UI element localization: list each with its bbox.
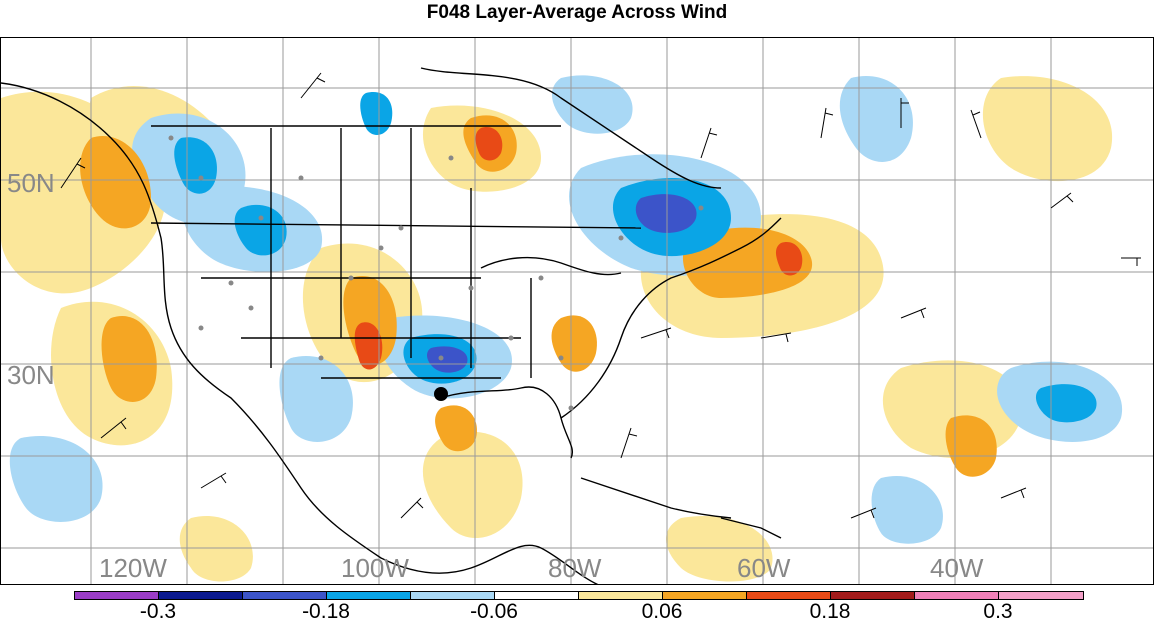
graticule [1, 38, 1153, 584]
colorbar-segment [915, 592, 999, 599]
colorbar-segment [159, 592, 243, 599]
lon-label-120w: 120W [99, 553, 167, 583]
map-canvas [1, 38, 1153, 584]
colorbar-label: -0.3 [139, 600, 177, 623]
colorbar-label: 0.3 [983, 600, 1013, 623]
contour-fills [1, 75, 1123, 582]
colorbar-segment [579, 592, 663, 599]
chart-title: F048 Layer-Average Across Wind [426, 2, 728, 23]
observation-station-marker [434, 387, 448, 401]
colorbar-segment [747, 592, 831, 599]
lon-label-100w: 100W [341, 553, 409, 583]
lon-label-60w: 60W [737, 553, 791, 583]
colorbar-segment [663, 592, 747, 599]
colorbar-label: 0.06 [641, 600, 683, 623]
colorbar-segment [411, 592, 495, 599]
colorbar-segment [831, 592, 915, 599]
colorbar-segment [75, 592, 159, 599]
lon-label-80w: 80W [548, 553, 602, 583]
coastlines-and-borders [1, 67, 782, 584]
map-panel: 50N 30N [0, 37, 1154, 585]
colorbar-label: 0.18 [809, 600, 851, 623]
colorbar-label: -0.18 [302, 600, 350, 623]
colorbar-segment [327, 592, 411, 599]
station-dots [168, 135, 704, 411]
lat-label-50n: 50N [7, 168, 55, 198]
colorbar-segment [999, 592, 1083, 599]
colorbar-segment [495, 592, 579, 599]
colorbar-label: -0.06 [470, 600, 518, 623]
colorbar [74, 591, 1084, 600]
lon-label-40w: 40W [930, 553, 984, 583]
wind-barbs [60, 72, 1141, 519]
lat-label-30n: 30N [7, 360, 55, 390]
colorbar-segment [243, 592, 327, 599]
